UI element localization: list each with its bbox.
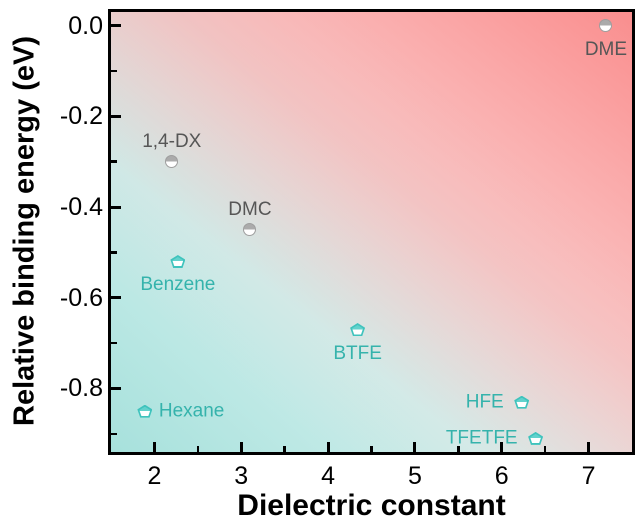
x-major-tick: [413, 442, 417, 452]
y-minor-tick: [111, 160, 117, 163]
x-tick-label: 4: [321, 462, 336, 490]
pentagon-half-fill: [516, 397, 528, 408]
y-tick-label: -0.4: [59, 193, 103, 222]
y-major-tick: [111, 205, 121, 209]
x-tick-label: 2: [147, 462, 162, 490]
x-minor-tick: [370, 446, 373, 452]
x-minor-tick: [196, 446, 200, 452]
x-major-tick: [587, 442, 591, 452]
point-label-Benzene: Benzene: [140, 274, 216, 296]
x-major-tick: [239, 442, 243, 452]
x-axis-title: Dielectric constant: [237, 489, 506, 522]
point-label-DME: DME: [584, 38, 628, 60]
pentagon-half-fill: [530, 433, 542, 444]
x-tick-label: 3: [234, 462, 249, 490]
data-marker-pentagon-BTFE: [350, 323, 366, 337]
point-label-HFE: HFE: [465, 391, 504, 413]
y-major-tick: [111, 296, 121, 300]
x-major-tick: [152, 442, 156, 452]
x-tick-label: 6: [494, 462, 509, 490]
y-tick-label: 0.0: [68, 11, 103, 40]
x-tick-label: 5: [407, 462, 422, 490]
y-axis-title: Relative binding energy (eV): [8, 36, 41, 426]
x-tick-label: 7: [581, 462, 596, 490]
x-minor-tick: [543, 446, 547, 452]
y-tick-label: -0.2: [59, 102, 103, 131]
y-minor-tick: [111, 432, 117, 436]
plot-gradient-background: [111, 12, 632, 452]
y-minor-tick: [111, 251, 117, 254]
data-marker-pentagon-TFETFE: [528, 431, 544, 445]
y-tick-label: -0.6: [59, 283, 103, 312]
data-marker-circle-DME: [599, 19, 613, 33]
point-label-BTFE: BTFE: [333, 342, 382, 364]
point-label-DMC: DMC: [228, 198, 272, 220]
y-major-tick: [111, 114, 121, 118]
x-minor-tick: [457, 446, 460, 452]
y-major-tick: [111, 386, 121, 390]
y-tick-label: -0.8: [59, 374, 103, 403]
x-minor-tick: [283, 446, 286, 452]
data-marker-pentagon-Hexane: [137, 404, 153, 418]
x-major-tick: [326, 442, 330, 452]
data-marker-circle-DMC: [243, 223, 257, 237]
point-label-TFETFE: TFETFE: [445, 427, 518, 449]
y-major-tick: [111, 24, 121, 28]
data-marker-circle-1,4-DX: [165, 155, 179, 169]
x-major-tick: [500, 442, 504, 452]
data-marker-pentagon-Benzene: [170, 254, 186, 268]
y-minor-tick: [111, 341, 117, 345]
y-minor-tick: [111, 69, 117, 73]
pentagon-half-fill: [139, 406, 151, 417]
data-marker-pentagon-HFE: [514, 395, 530, 409]
point-label-Hexane: Hexane: [158, 400, 225, 422]
point-label-1,4-DX: 1,4-DX: [142, 130, 202, 152]
pentagon-half-fill: [352, 325, 364, 335]
pentagon-half-fill: [172, 256, 184, 267]
